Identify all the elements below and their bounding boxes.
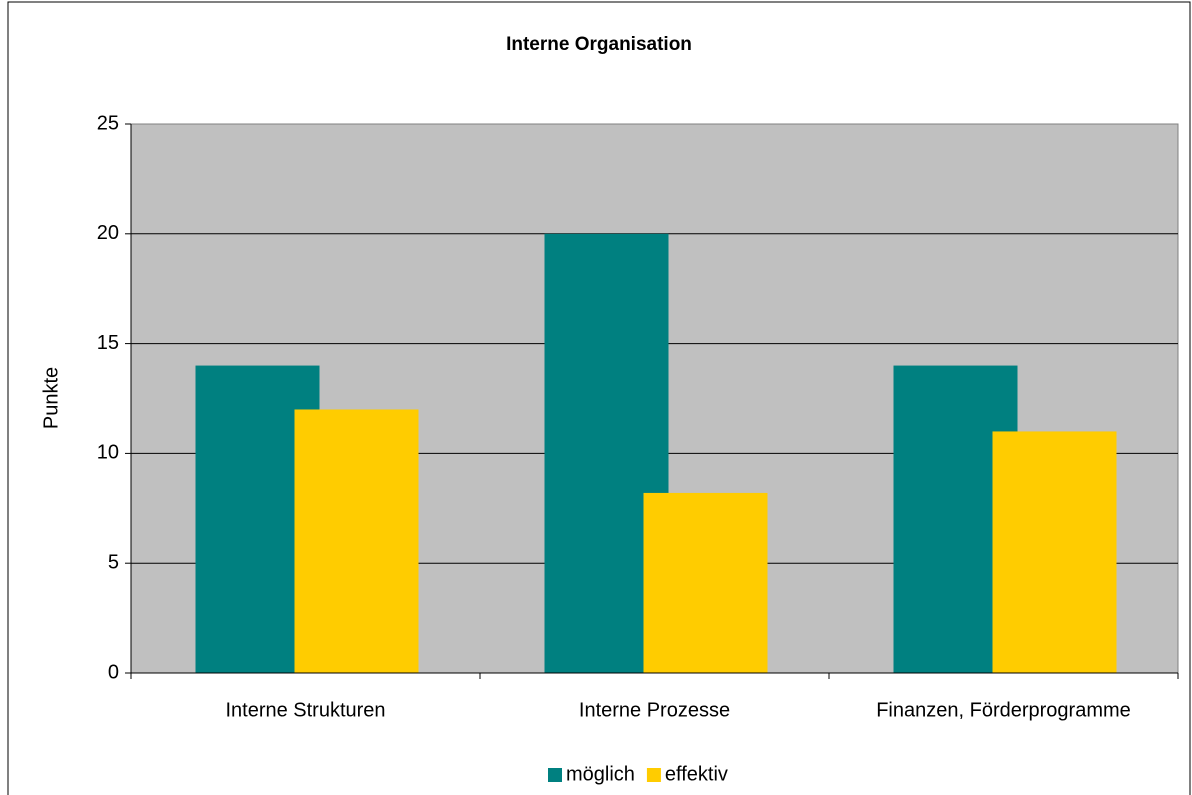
y-tick-label: 25 bbox=[97, 112, 119, 134]
y-tick-label: 15 bbox=[97, 332, 119, 354]
y-tick-label: 0 bbox=[108, 661, 119, 683]
bar bbox=[992, 431, 1117, 673]
x-tick-label: Interne Strukturen bbox=[225, 699, 385, 721]
bar bbox=[294, 409, 419, 673]
legend-label: effektiv bbox=[665, 763, 728, 785]
bar bbox=[643, 492, 768, 673]
chart-title: Interne Organisation bbox=[506, 34, 692, 55]
y-tick-label: 20 bbox=[97, 222, 119, 244]
x-tick-label: Finanzen, Förderprogramme bbox=[876, 699, 1131, 721]
x-tick-label: Interne Prozesse bbox=[579, 699, 730, 721]
y-axis-label: Punkte bbox=[40, 367, 62, 429]
legend-swatch bbox=[548, 768, 562, 782]
y-tick-label: 10 bbox=[97, 442, 119, 464]
legend-swatch bbox=[646, 768, 661, 782]
y-tick-label: 5 bbox=[108, 551, 119, 573]
legend-label: möglich bbox=[566, 763, 635, 785]
